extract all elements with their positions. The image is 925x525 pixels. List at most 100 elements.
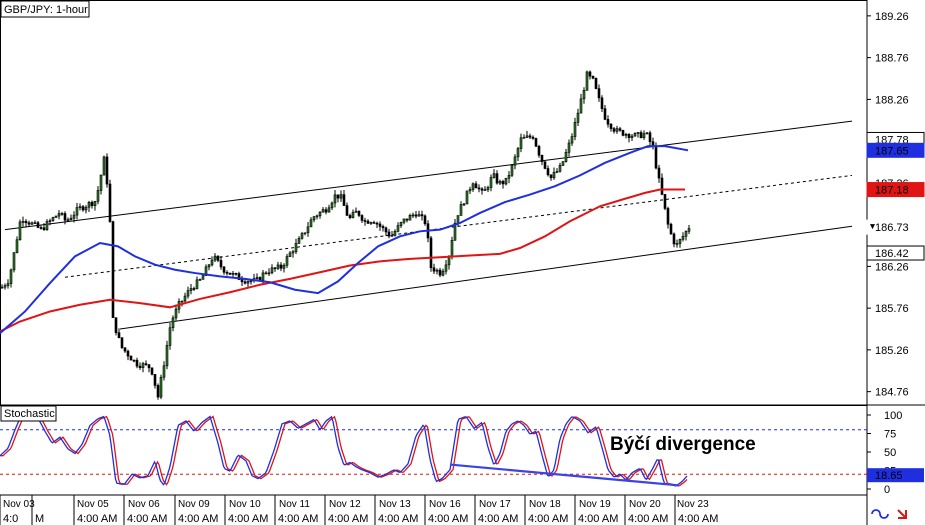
candle-down bbox=[105, 156, 109, 185]
candle-down bbox=[363, 220, 367, 222]
candle-up bbox=[642, 133, 646, 139]
price-badge-label: 186.73 bbox=[875, 222, 909, 234]
candle-down bbox=[606, 119, 610, 125]
candle-down bbox=[27, 222, 31, 225]
arrow-icon[interactable] bbox=[897, 509, 907, 519]
candle-up bbox=[321, 209, 325, 213]
candle-up bbox=[615, 128, 619, 132]
candle-down bbox=[228, 272, 232, 275]
time-axis-time-label: 4:00 AM bbox=[278, 513, 318, 525]
candle-up bbox=[165, 345, 169, 367]
candle-up bbox=[312, 216, 316, 221]
candle-up bbox=[444, 264, 448, 272]
candle-down bbox=[609, 123, 613, 129]
candle-down bbox=[336, 194, 340, 199]
time-axis-day-label: Nov 05 bbox=[77, 499, 109, 510]
candle-up bbox=[687, 228, 691, 232]
candle-down bbox=[273, 267, 277, 270]
candle-up bbox=[306, 226, 310, 234]
candle-up bbox=[294, 243, 298, 253]
time-axis-time-label: 4:00 AM bbox=[328, 513, 368, 525]
candle-down bbox=[612, 128, 616, 132]
link-icon[interactable] bbox=[871, 509, 889, 519]
candle-down bbox=[387, 231, 391, 237]
candle-down bbox=[531, 136, 535, 139]
candle-down bbox=[243, 281, 247, 284]
candle-up bbox=[186, 290, 190, 297]
candle-up bbox=[465, 190, 469, 205]
time-axis-day-label: Nov 19 bbox=[579, 499, 611, 510]
candle-down bbox=[600, 97, 604, 109]
candle-down bbox=[657, 167, 661, 179]
candle-down bbox=[534, 138, 538, 147]
candle-up bbox=[471, 183, 475, 190]
candle-up bbox=[51, 217, 55, 221]
candle-up bbox=[417, 214, 421, 217]
candle-up bbox=[255, 277, 259, 279]
candle-down bbox=[480, 188, 484, 191]
candle-down bbox=[540, 154, 544, 162]
candle-up bbox=[297, 238, 301, 244]
candle-up bbox=[159, 376, 163, 398]
candle-up bbox=[0, 286, 4, 289]
candle-up bbox=[48, 220, 52, 222]
candle-up bbox=[684, 230, 688, 237]
candle-up bbox=[288, 252, 292, 257]
channel-line bbox=[4, 120, 853, 231]
candle-up bbox=[318, 211, 322, 217]
candle-up bbox=[450, 240, 454, 257]
candle-down bbox=[147, 364, 151, 369]
candle-down bbox=[495, 173, 499, 184]
candle-up bbox=[12, 252, 16, 271]
candle-up bbox=[564, 152, 568, 162]
price-tick-label: 185.76 bbox=[875, 303, 909, 315]
price-badge bbox=[866, 182, 925, 198]
price-badge-label: 186.42 bbox=[875, 248, 909, 260]
candle-up bbox=[21, 221, 25, 223]
candle-down bbox=[132, 359, 136, 362]
candle-up bbox=[396, 225, 400, 232]
candle-down bbox=[225, 271, 229, 274]
candle-up bbox=[522, 137, 526, 139]
candle-down bbox=[621, 130, 625, 136]
candle-down bbox=[594, 77, 598, 89]
candle-up bbox=[6, 283, 10, 286]
candle-down bbox=[114, 317, 118, 333]
candle-up bbox=[276, 264, 280, 269]
channel-line bbox=[119, 225, 853, 330]
candle-up bbox=[678, 239, 682, 244]
candle-up bbox=[282, 264, 286, 269]
time-axis-time-label: 4:00 AM bbox=[228, 513, 268, 525]
price-badge bbox=[866, 142, 925, 158]
candle-up bbox=[402, 218, 406, 223]
candle-up bbox=[624, 133, 628, 136]
price-badge-arrow bbox=[870, 224, 875, 230]
candle-up bbox=[585, 71, 589, 91]
candle-up bbox=[213, 255, 217, 261]
candle-down bbox=[546, 168, 550, 176]
candle-up bbox=[66, 219, 70, 221]
candle-up bbox=[510, 164, 514, 176]
candle-down bbox=[414, 214, 418, 217]
candle-up bbox=[561, 161, 565, 166]
candle-up bbox=[393, 231, 397, 236]
time-axis-day-label: Nov 20 bbox=[629, 499, 661, 510]
candle-down bbox=[150, 367, 154, 375]
candle-up bbox=[315, 215, 319, 218]
candle-up bbox=[567, 142, 571, 153]
candle-up bbox=[210, 259, 214, 266]
candle-up bbox=[354, 210, 358, 213]
candle-up bbox=[96, 190, 100, 202]
candle-up bbox=[99, 174, 103, 191]
candle-down bbox=[42, 227, 46, 230]
candle-down bbox=[627, 133, 631, 138]
candle-down bbox=[345, 205, 349, 216]
candle-down bbox=[36, 222, 40, 228]
candle-down bbox=[591, 75, 595, 79]
divergence-line bbox=[449, 463, 679, 487]
candle-down bbox=[39, 227, 43, 229]
candle-down bbox=[123, 347, 127, 352]
price-pane-frame bbox=[0, 0, 868, 406]
candle-down bbox=[543, 161, 547, 169]
